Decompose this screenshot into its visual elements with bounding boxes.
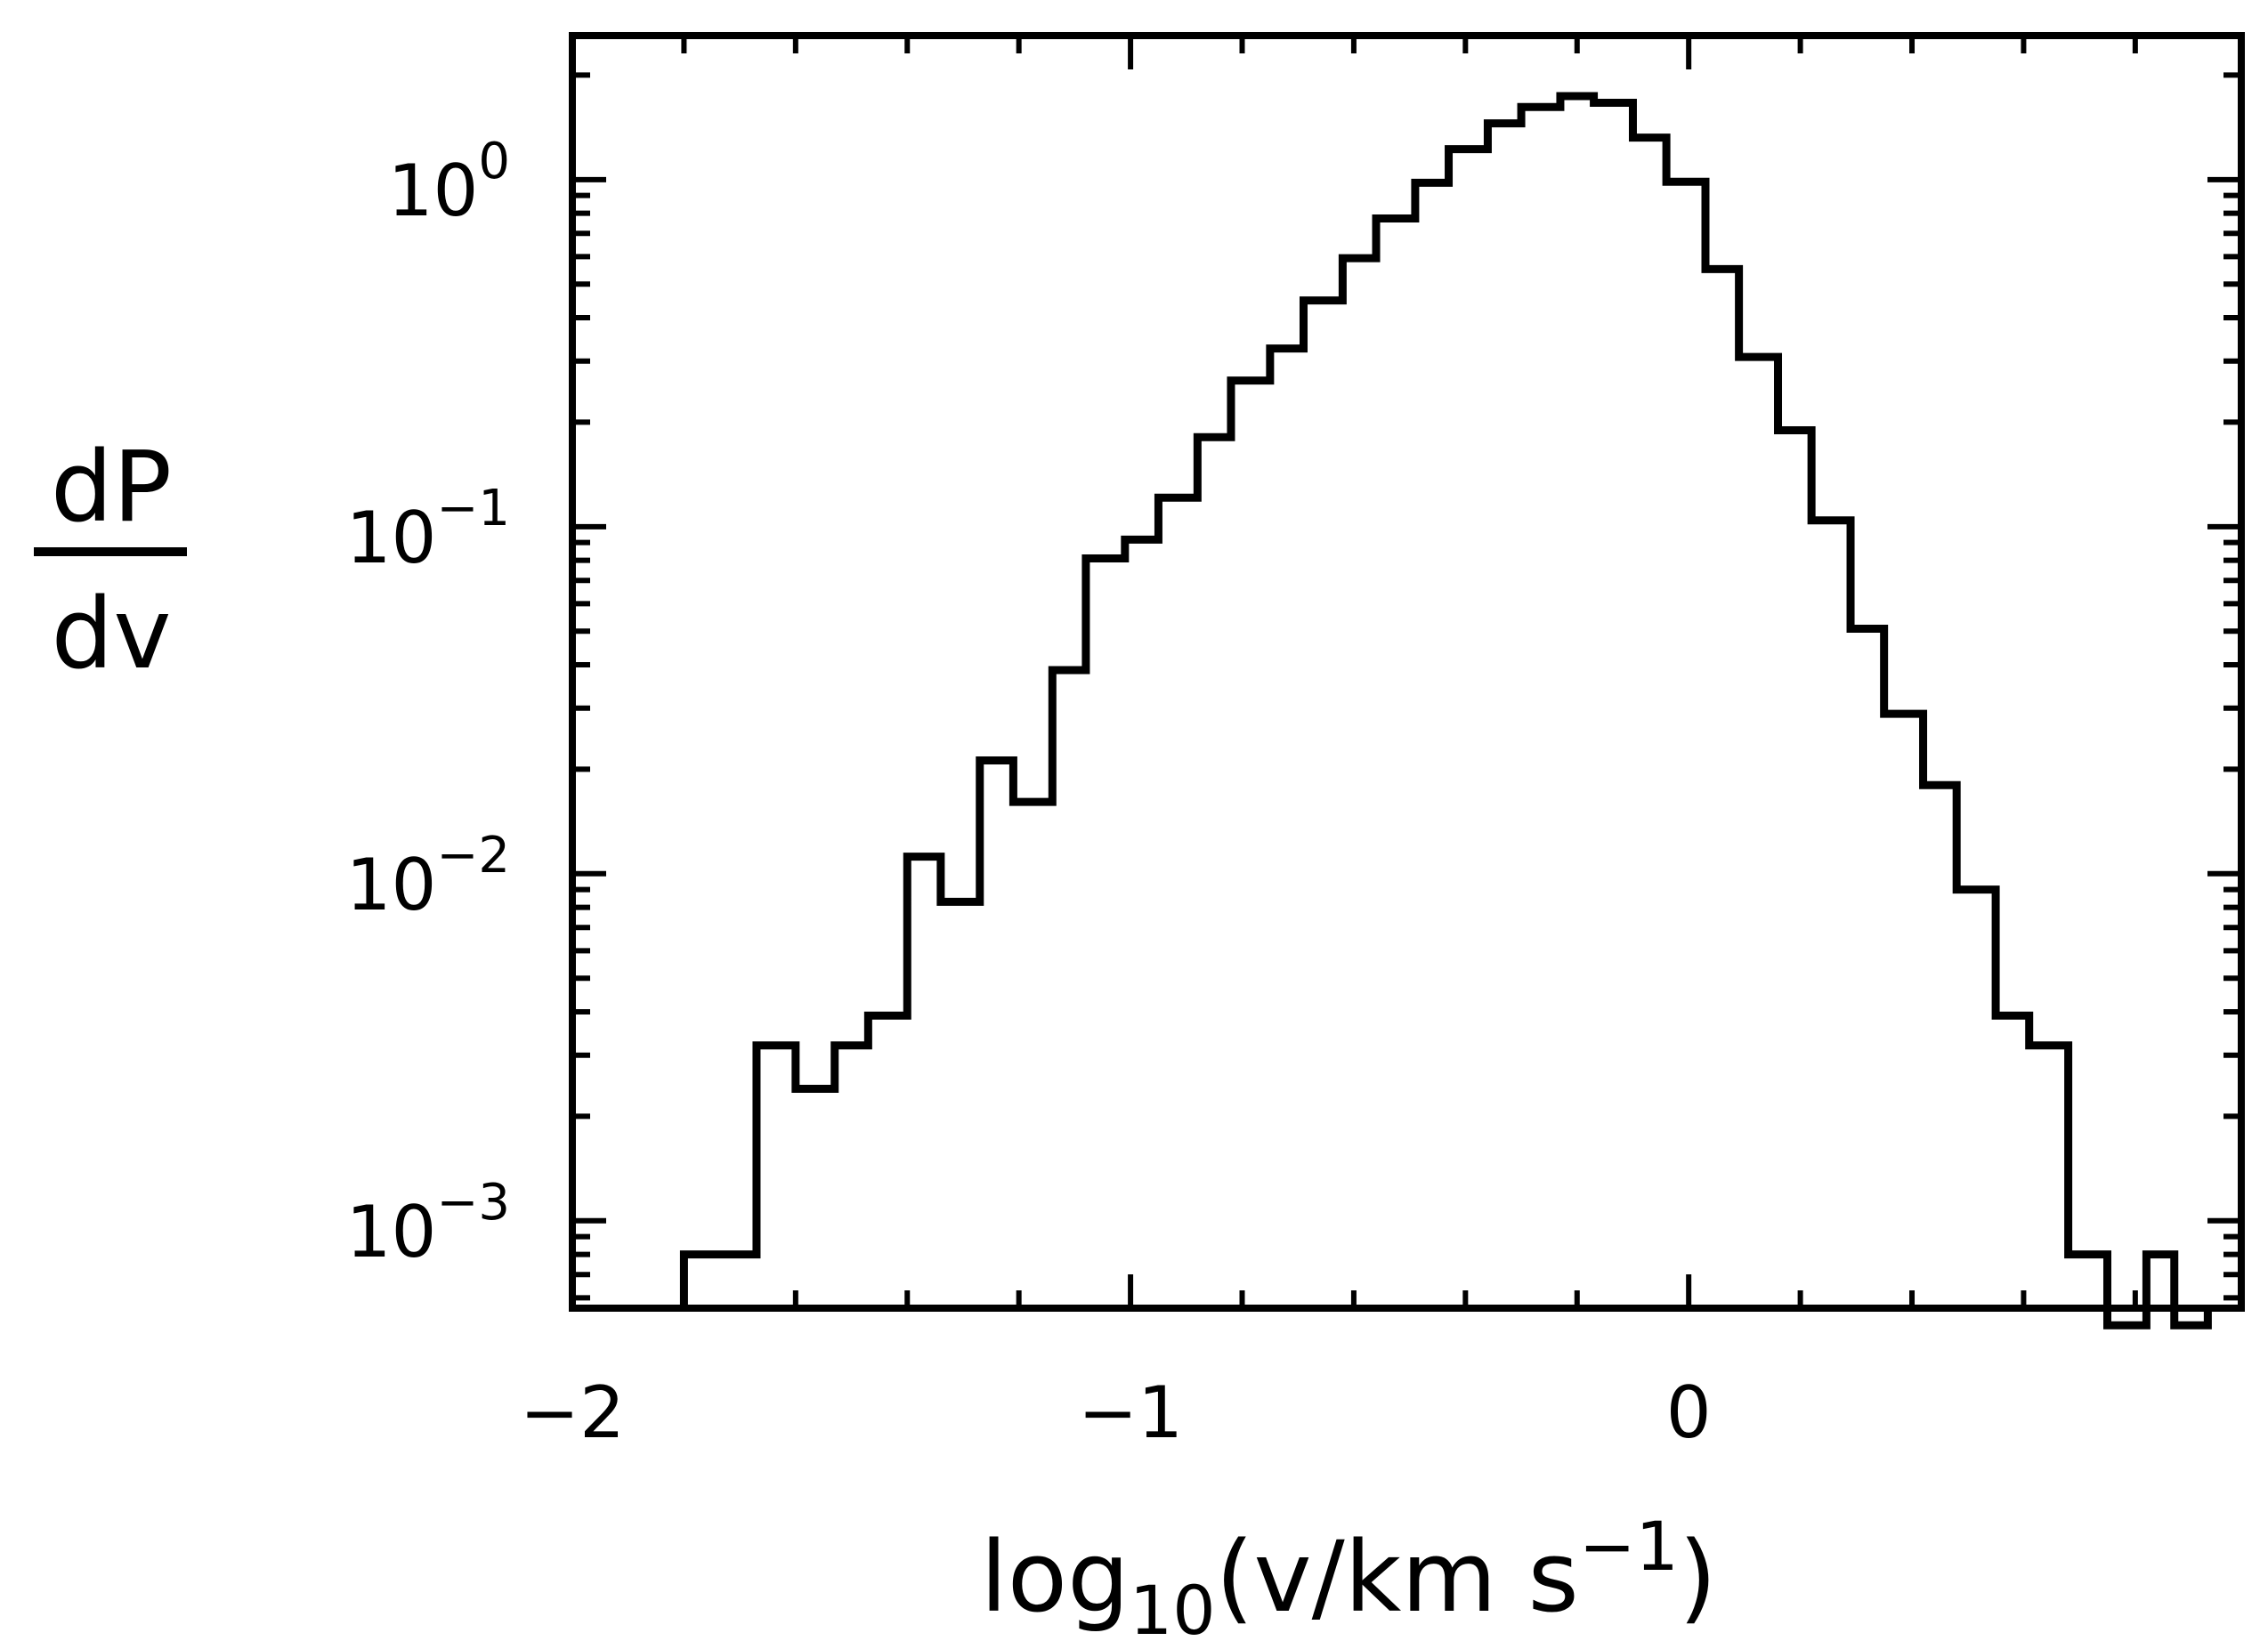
y-axis-label-denominator: dv (52, 577, 172, 691)
histogram-bin (1158, 497, 1197, 1308)
y-axis-ticks (572, 72, 2241, 1301)
histogram-bin (1705, 269, 1739, 1308)
y-tick-label-exponent: −1 (436, 480, 510, 538)
histogram-bin (1560, 96, 1594, 1308)
y-tick-label: 100 (388, 133, 510, 232)
x-axis-ticks (570, 36, 2138, 1308)
histogram-bin (1811, 521, 1851, 1308)
x-tick-label: 0 (1666, 1371, 1712, 1454)
histogram-bin (980, 761, 1014, 1308)
x-axis-label-units: (v/km s (1216, 1520, 1579, 1634)
histogram-bin (1487, 124, 1521, 1308)
x-axis-label-subscript: 10 (1130, 1571, 1216, 1649)
histogram-bin (1778, 430, 1812, 1308)
histogram-bin (1851, 629, 1884, 1308)
histogram-bin (1632, 138, 1666, 1308)
histogram-bin (1231, 381, 1270, 1308)
histogram-step-line (679, 92, 2212, 1330)
y-tick-label-base: 10 (346, 844, 437, 926)
x-axis-label-superscript: −1 (1579, 1507, 1679, 1586)
y-tick-label-base: 10 (346, 1191, 437, 1273)
histogram-bin (1303, 301, 1342, 1308)
histogram-bin (1376, 219, 1415, 1308)
y-tick-label-base: 10 (346, 497, 437, 579)
histogram-bin (868, 1015, 907, 1308)
y-tick-label: 10−2 (346, 827, 510, 926)
histogram-bin (2029, 1046, 2069, 1308)
histogram-bin (941, 901, 980, 1308)
histogram-bin (1996, 1015, 2029, 1308)
histogram-bin (1521, 107, 1560, 1308)
histogram-bin (1956, 890, 1996, 1308)
x-tick-label: −2 (520, 1371, 625, 1454)
histogram-bin (1415, 182, 1449, 1308)
x-axis-label-base: log (980, 1520, 1130, 1634)
histogram-bin (2146, 1255, 2174, 1308)
axes-frame (569, 32, 2245, 1312)
y-tick-label-exponent: −2 (436, 827, 510, 885)
histogram-bin (1739, 357, 1778, 1308)
histogram-bin (835, 1046, 869, 1308)
histogram-bin (757, 1046, 796, 1308)
histogram-bin (1013, 802, 1052, 1308)
plot-area (569, 32, 2245, 1330)
histogram-bin (1086, 559, 1125, 1308)
y-tick-label-exponent: 0 (478, 133, 510, 190)
histogram-bin (1666, 182, 1705, 1308)
histogram-bin (2069, 1255, 2108, 1308)
y-tick-label-base: 10 (388, 150, 479, 232)
histogram-bin (1052, 670, 1086, 1308)
x-axis-label-close: ) (1679, 1520, 1717, 1634)
y-tick-label-exponent: −3 (436, 1174, 510, 1232)
x-tick-label: −1 (1078, 1371, 1183, 1454)
histogram-bin (1449, 150, 1488, 1308)
y-axis-label: dP dv (34, 430, 187, 691)
histogram-bin (1197, 437, 1231, 1308)
histogram-bin (1594, 103, 1633, 1308)
histogram-bin (1924, 785, 1957, 1308)
histogram-bin (1125, 539, 1159, 1308)
y-axis-label-numerator: dP (51, 430, 172, 544)
y-tick-label: 10−3 (346, 1174, 510, 1273)
histogram-bin (796, 1089, 835, 1308)
histogram-bin (684, 1255, 757, 1308)
histogram-bin (1884, 714, 1924, 1308)
x-axis-tick-labels: −2 −1 0 (520, 1371, 1712, 1454)
histogram-bin (907, 857, 941, 1308)
x-axis-label: log10(v/km s−1) (980, 1507, 1717, 1649)
histogram-bin (1342, 258, 1376, 1308)
y-tick-label: 10−1 (346, 480, 510, 579)
histogram-bin (1270, 349, 1304, 1308)
